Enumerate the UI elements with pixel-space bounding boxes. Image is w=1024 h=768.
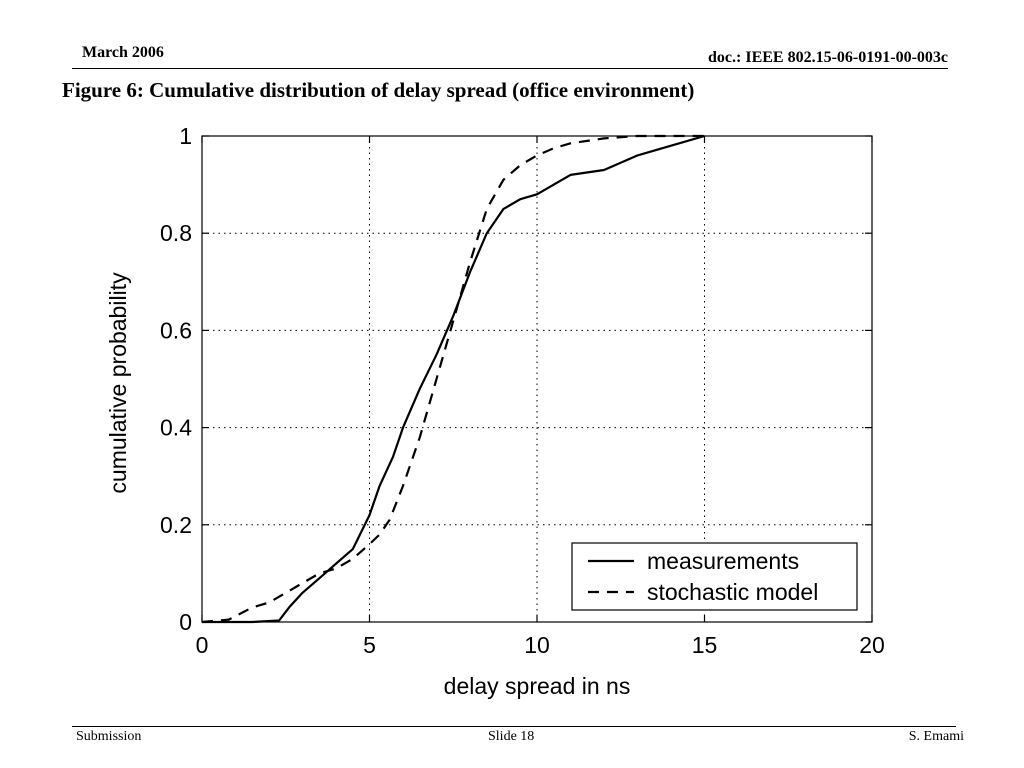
series-line-measurements bbox=[202, 134, 705, 624]
series-layer bbox=[201, 134, 705, 624]
y-tick-label: 0.6 bbox=[160, 317, 192, 343]
y-axis-label: cumulative probability bbox=[105, 272, 131, 494]
header-rule bbox=[72, 68, 948, 69]
footer-slide-number: Slide 18 bbox=[488, 729, 535, 744]
legend-box bbox=[571, 542, 858, 611]
y-tick-label: 1 bbox=[179, 123, 192, 149]
slide-title: Figure 6: Cumulative distribution of del… bbox=[62, 78, 695, 102]
x-axis-label: delay spread in ns bbox=[444, 673, 631, 699]
y-tick-label: 0.4 bbox=[160, 415, 192, 441]
header-date: March 2006 bbox=[82, 44, 164, 61]
tick-layer: 0 5 10 15 20 0 0.2 0.4 0.6 0.8 1 bbox=[160, 123, 885, 658]
x-tick-label: 0 bbox=[196, 632, 209, 658]
legend-label-measurements: measurements bbox=[647, 548, 799, 574]
x-tick-label: 5 bbox=[363, 632, 376, 658]
footer-author: S. Emami bbox=[908, 729, 964, 744]
legend: measurements stochastic model bbox=[571, 542, 858, 611]
legend-label-stochastic-model: stochastic model bbox=[647, 579, 818, 605]
series-line-stochastic-model bbox=[201, 134, 705, 624]
y-tick-label: 0 bbox=[179, 609, 192, 635]
x-tick-label: 20 bbox=[859, 632, 885, 658]
footer-submission: Submission bbox=[76, 729, 142, 744]
footer-rule bbox=[72, 726, 956, 727]
header-doc-id: doc.: IEEE 802.15-06-0191-00-003c bbox=[708, 49, 948, 66]
x-tick-label: 15 bbox=[692, 632, 718, 658]
y-tick-label: 0.2 bbox=[160, 512, 192, 538]
x-tick-label: 10 bbox=[524, 632, 550, 658]
y-tick-label: 0.8 bbox=[160, 220, 192, 246]
grid-layer bbox=[202, 136, 872, 622]
